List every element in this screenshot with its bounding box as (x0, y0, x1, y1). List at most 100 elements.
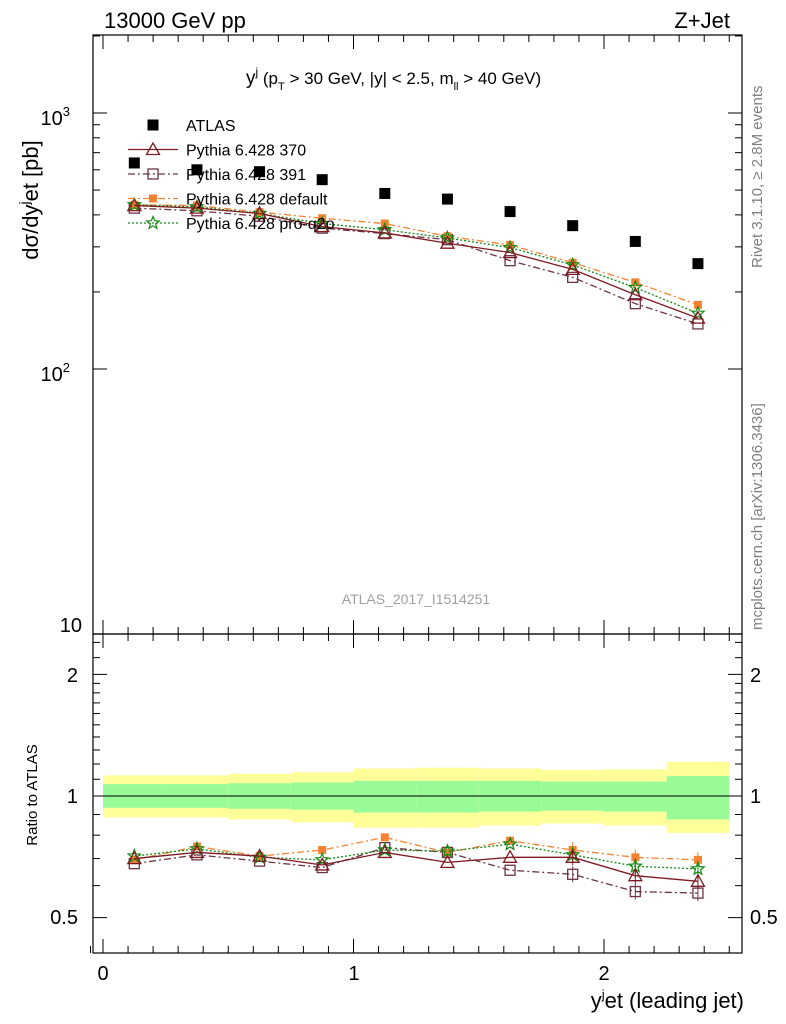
main-point-pythia-6-428-default (255, 208, 264, 217)
main-point-atlas (692, 258, 704, 270)
ratio-ytick-label-1-right: 1 (750, 786, 761, 808)
legend-label-atlas: ATLAS (186, 118, 236, 135)
main-series (126, 157, 706, 330)
ratio-point-pythia-6-428-default (693, 855, 702, 864)
main-ytick-label-10: 10 (60, 615, 82, 637)
ratio-point-pythia-6-428-370 (565, 849, 581, 863)
x-axis-label: yjet (leading jet) (591, 987, 744, 1013)
legend-marker-pythia-6-428-370 (145, 141, 161, 156)
ratio-ytick-label-2-left: 2 (67, 665, 78, 687)
ratio-point-pythia-6-428-default (318, 846, 327, 855)
main-point-pythia-6-428-default (192, 201, 201, 210)
main-line-pythia-6-428-391 (134, 207, 699, 325)
ratio-point-pythia-6-428-default (130, 855, 139, 864)
ratio-uncertainty-bands (103, 761, 730, 833)
ratio-point-pythia-6-428-pro-q2o (126, 847, 143, 863)
legend-label-pythia-6-428-default: Pythia 6.428 default (186, 192, 328, 209)
main-point-pythia-6-428-pro-q2o (502, 239, 518, 255)
ratio-series (126, 833, 706, 902)
ratio-stat-uncertainty-band (353, 780, 417, 813)
main-axes (92, 34, 743, 635)
legend-marker-pythia-6-428-pro-q2o (145, 214, 161, 230)
mcplots-text: mcplots.cern.ch [arXiv:1306.3436] (749, 403, 766, 630)
ratio-point-pythia-6-428-391 (567, 868, 579, 880)
ratio-point-pythia-6-428-default (506, 836, 515, 845)
ratio-point-pythia-6-428-370 (502, 849, 518, 863)
main-point-pythia-6-428-370 (627, 286, 643, 301)
main-y-axis-label: dσ/dyjet [pb] (16, 140, 43, 259)
header-left: 13000 GeV pp (104, 8, 246, 33)
main-point-atlas (191, 164, 203, 176)
main-point-pythia-6-428-pro-q2o (251, 205, 268, 221)
main-point-pythia-6-428-pro-q2o (439, 229, 456, 245)
main-plot-frame (92, 34, 743, 635)
main-point-pythia-6-428-370 (314, 218, 330, 233)
ratio-y-axis-label: Ratio to ATLAS (24, 744, 41, 845)
ratio-point-pythia-6-428-pro-q2o (189, 840, 205, 856)
legend-marker-pythia-6-428-391 (147, 168, 159, 180)
main-point-pythia-6-428-391 (504, 254, 516, 267)
main-point-pythia-6-428-370 (565, 261, 581, 276)
ratio-point-pythia-6-428-370 (439, 854, 456, 869)
ratio-point-pythia-6-428-pro-q2o (314, 851, 330, 867)
legend: ATLAS Pythia 6.428 370 Pythia 6.428 391 Pyt… (128, 118, 335, 233)
main-point-pythia-6-428-pro-q2o (189, 198, 205, 214)
ratio-stat-uncertainty-band (666, 776, 730, 820)
legend-label-pythia-6-428-391: Pythia 6.428 391 (186, 167, 306, 184)
ratio-point-pythia-6-428-391 (504, 864, 516, 876)
ratio-stat-uncertainty-band (604, 781, 667, 812)
legend-label-pythia-6-428-370: Pythia 6.428 370 (186, 143, 306, 160)
main-point-pythia-6-428-pro-q2o (126, 196, 143, 212)
main-point-atlas (441, 193, 453, 205)
ratio-ytick-label-05-right: 0.5 (750, 907, 778, 929)
ratio-point-pythia-6-428-370 (627, 867, 643, 882)
main-point-atlas (567, 220, 579, 232)
ratio-stat-uncertainty-band (416, 780, 479, 813)
plot-title: yj (pT > 30 GeV, |y| < 2.5, mll > 40 GeV… (246, 65, 541, 93)
ratio-point-pythia-6-428-391 (441, 846, 454, 859)
legend-marker-pythia-6-428-default (149, 194, 157, 203)
main-ytick-label-100: 102 (41, 360, 70, 386)
ratio-line-pythia-6-428-default (134, 836, 698, 861)
main-line-pythia-6-428-370 (134, 204, 699, 319)
main-point-pythia-6-428-391 (567, 271, 579, 284)
ratio-line-pythia-6-428-370 (134, 851, 698, 882)
ratio-point-pythia-6-428-pro-q2o (502, 835, 518, 851)
main-point-atlas (629, 235, 641, 247)
main-point-pythia-6-428-pro-q2o (564, 256, 581, 272)
main-point-atlas (254, 166, 266, 178)
main-point-pythia-6-428-default (693, 300, 702, 309)
ratio-ytick-label-2-right: 2 (750, 665, 761, 687)
main-point-pythia-6-428-pro-q2o (690, 305, 706, 320)
main-point-atlas (504, 206, 516, 218)
ratio-point-pythia-6-428-370 (377, 844, 393, 859)
main-line-pythia-6-428-default (134, 204, 699, 306)
main-point-atlas (379, 187, 391, 199)
legend-marker-atlas (147, 119, 159, 131)
ratio-ytick-label-05-left: 0.5 (50, 907, 78, 929)
ratio-point-pythia-6-428-370 (314, 857, 330, 871)
ratio-line-pythia-6-428-391 (134, 846, 698, 894)
main-point-pythia-6-428-370 (251, 205, 268, 220)
ratio-point-pythia-6-428-370 (126, 850, 142, 865)
ratio-line-pythia-6-428-pro-q2o (134, 843, 698, 870)
legend-label-pythia-6-428-pro-q2o: Pythia 6.428 pro-q2o (186, 216, 335, 233)
ratio-point-pythia-6-428-pro-q2o (690, 860, 706, 876)
main-point-pythia-6-428-370 (439, 235, 456, 249)
ratio-point-pythia-6-428-370 (690, 873, 706, 887)
analysis-id: ATLAS_2017_I1514251 (342, 591, 491, 607)
ratio-point-pythia-6-428-370 (251, 848, 268, 862)
ratio-point-pythia-6-428-370 (189, 844, 205, 859)
main-line-pythia-6-428-pro-q2o (134, 204, 699, 314)
main-point-pythia-6-428-pro-q2o (627, 279, 644, 295)
main-point-pythia-6-428-391 (629, 298, 641, 310)
main-point-pythia-6-428-370 (189, 200, 205, 214)
xtick-label-2: 2 (598, 963, 609, 985)
main-point-pythia-6-428-370 (502, 244, 518, 259)
ratio-point-pythia-6-428-391 (629, 885, 641, 898)
ratio-ytick-label-1-left: 1 (67, 786, 78, 808)
ratio-point-pythia-6-428-default (443, 848, 452, 857)
main-point-atlas (128, 157, 140, 169)
ratio-point-pythia-6-428-pro-q2o (439, 843, 456, 858)
ratio-point-pythia-6-428-default (380, 833, 389, 842)
